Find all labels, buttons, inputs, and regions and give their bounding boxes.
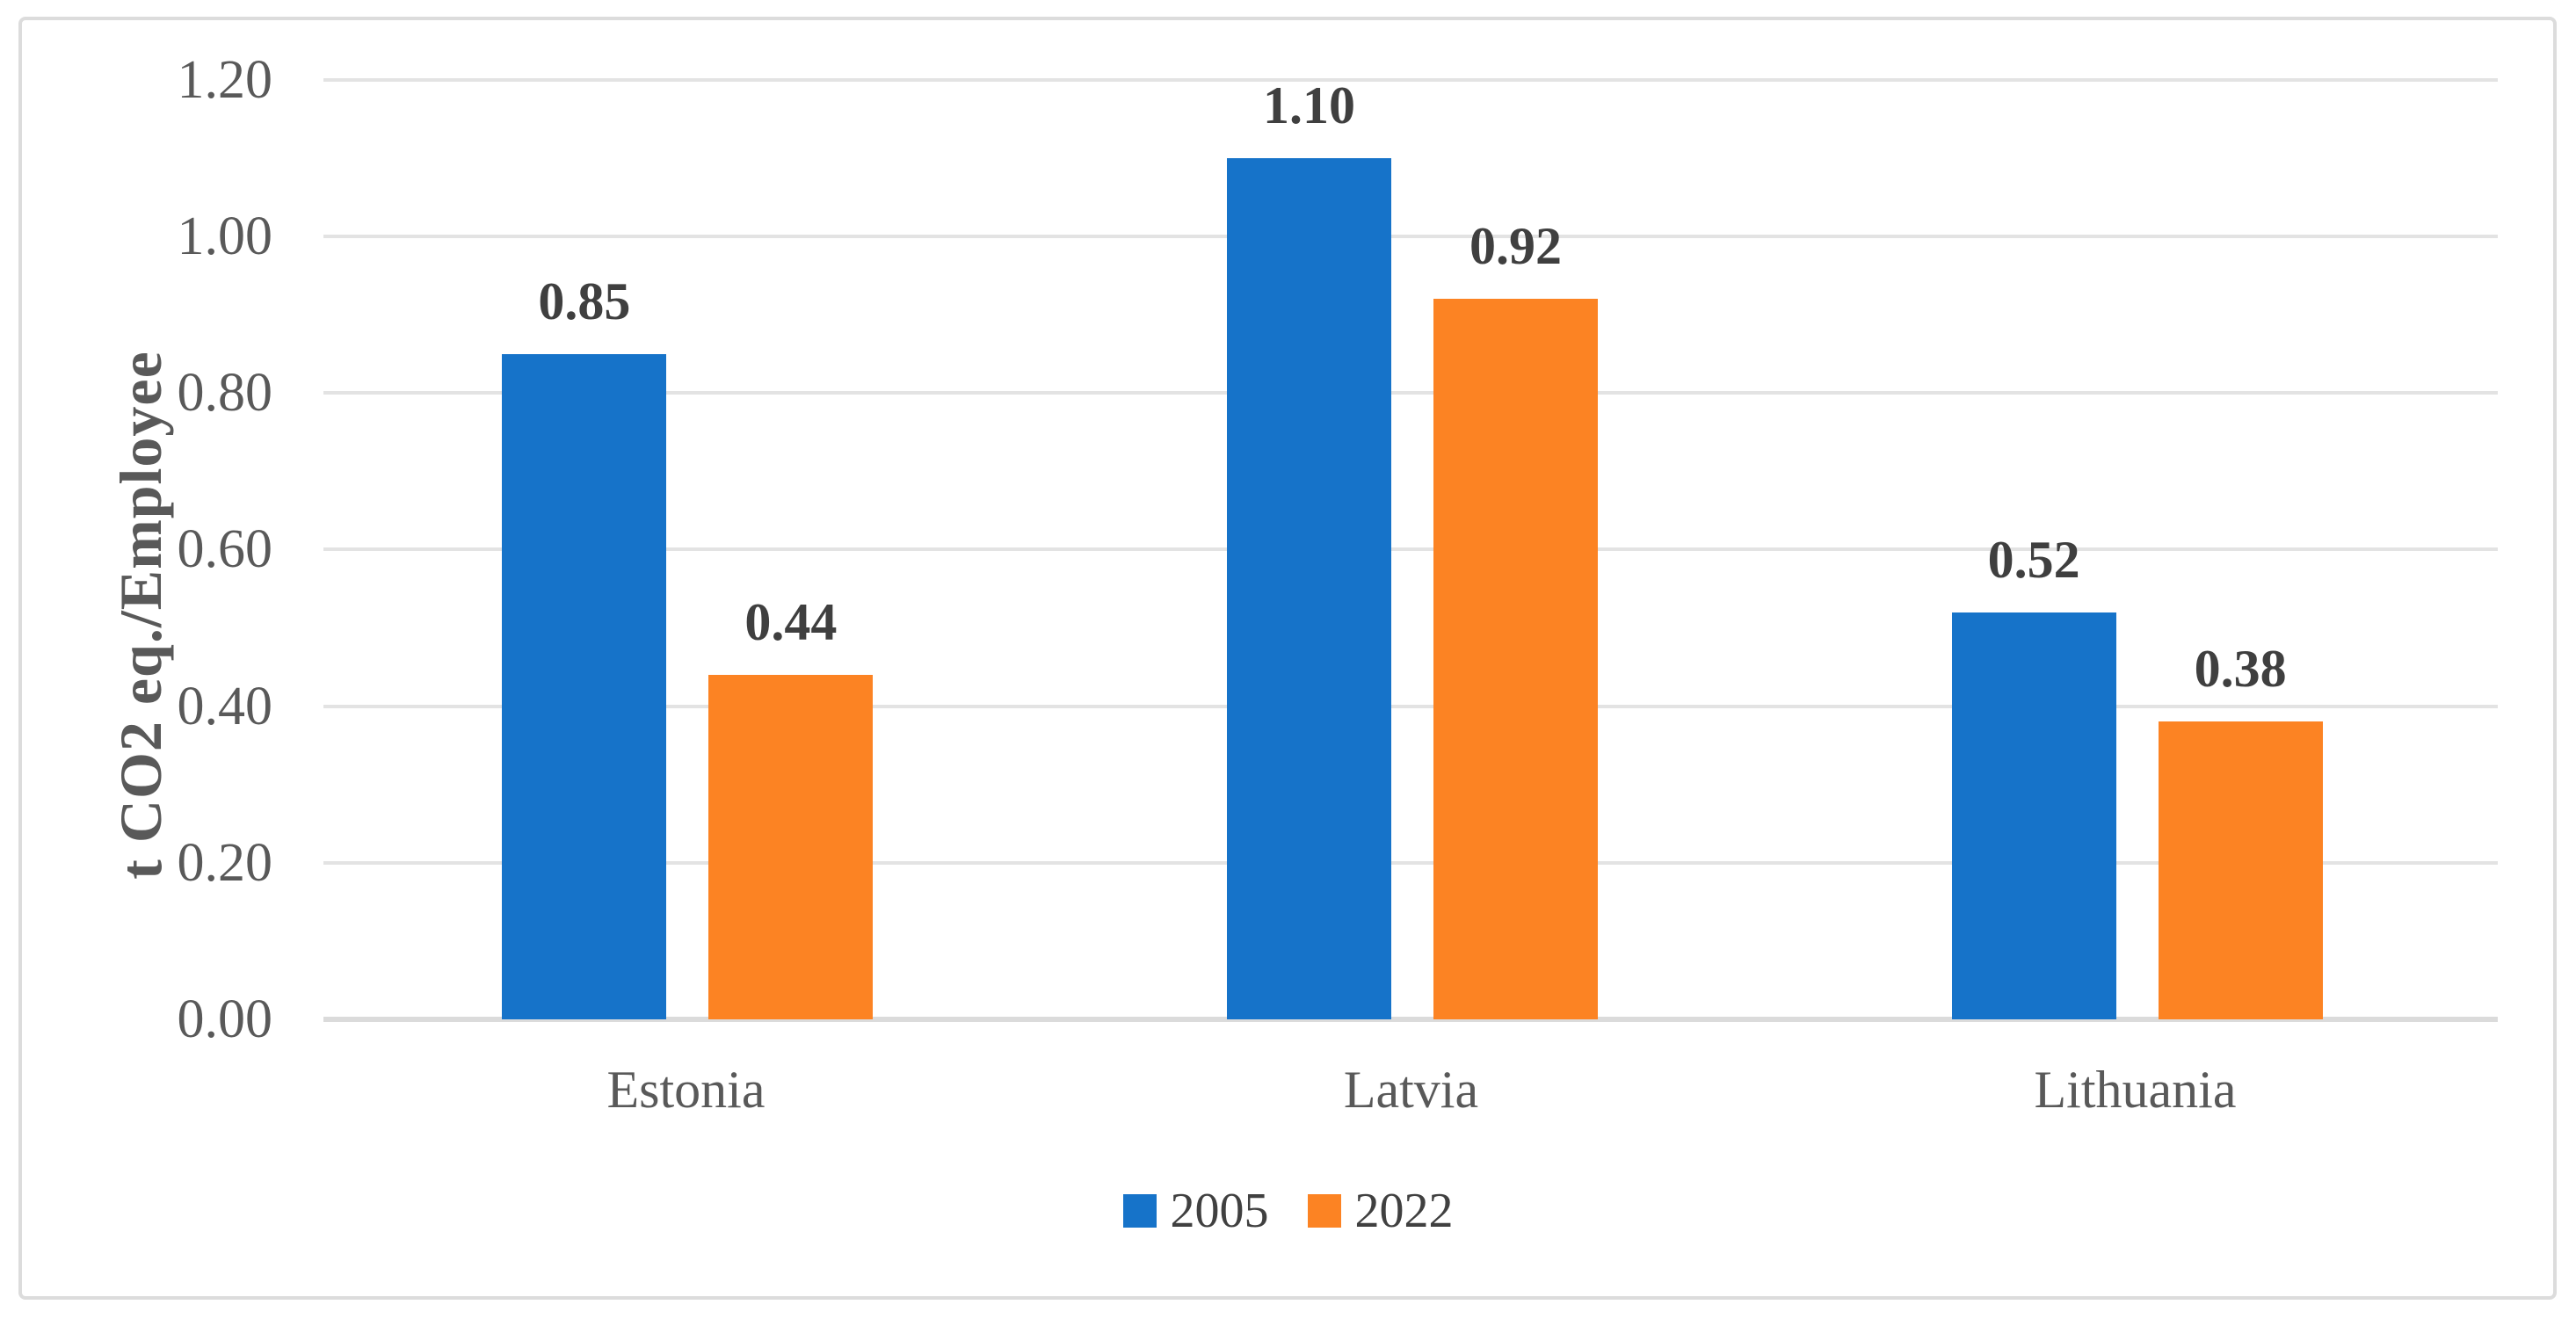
- category-label-latvia: Latvia: [1343, 1061, 1479, 1119]
- data-label-2005-latvia: 1.10: [1263, 76, 1355, 134]
- y-tick-label-0.00: 0.00: [177, 989, 273, 1049]
- legend-item-2005: 2005: [1122, 1183, 1269, 1239]
- bar-2022-latvia: [1433, 299, 1598, 1019]
- x-axis-line: [323, 1017, 2498, 1022]
- legend: 2005 2022: [0, 1176, 2576, 1246]
- data-label-2005-estonia: 0.85: [538, 272, 631, 330]
- category-label-estonia: Estonia: [606, 1061, 766, 1119]
- y-tick-label-1.20: 1.20: [177, 49, 273, 110]
- data-label-2022-lithuania: 0.38: [2194, 640, 2287, 698]
- data-label-2022-latvia: 0.92: [1469, 217, 1562, 275]
- category-label-lithuania: Lithuania: [2034, 1061, 2237, 1119]
- legend-label-2005: 2005: [1170, 1184, 1269, 1238]
- gridline-0.40: [323, 704, 2498, 708]
- y-tick-label-1.00: 1.00: [177, 207, 273, 266]
- bar-2005-estonia: [502, 354, 667, 1019]
- legend-swatch-2022-icon: [1307, 1194, 1341, 1228]
- y-tick-label-0.40: 0.40: [177, 676, 273, 736]
- y-tick-label-0.80: 0.80: [177, 363, 273, 424]
- gridline-0.20: [323, 860, 2498, 865]
- bar-2005-latvia: [1227, 158, 1391, 1019]
- gridline-0.60: [323, 547, 2498, 552]
- legend-swatch-2005-icon: [1122, 1194, 1157, 1228]
- bar-2005-lithuania: [1951, 612, 2116, 1019]
- gridline-1.20: [323, 77, 2498, 82]
- bar-2022-lithuania: [2158, 721, 2323, 1019]
- y-tick-label-0.60: 0.60: [177, 519, 273, 580]
- data-label-2022-estonia: 0.44: [744, 593, 838, 651]
- bar-2022-estonia: [708, 675, 874, 1019]
- data-label-2005-lithuania: 0.52: [1987, 531, 2080, 589]
- gridline-1.00: [323, 235, 2498, 238]
- legend-item-2022: 2022: [1307, 1183, 1454, 1239]
- gridline-0.80: [323, 391, 2498, 395]
- y-tick-label-0.20: 0.20: [177, 832, 273, 893]
- legend-label-2022: 2022: [1354, 1184, 1454, 1238]
